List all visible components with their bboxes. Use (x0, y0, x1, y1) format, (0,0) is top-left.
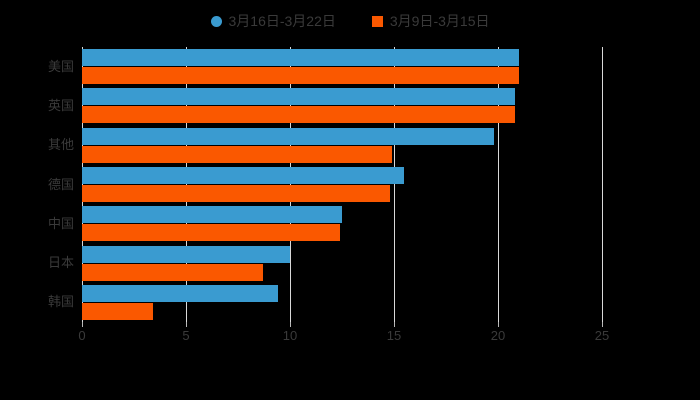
bar-series-1[interactable] (82, 185, 390, 202)
y-axis-label: 其他 (47, 137, 74, 153)
bar-series-0[interactable] (82, 167, 405, 184)
legend-marker-square-icon (371, 15, 383, 27)
bar-group (82, 284, 602, 320)
legend-entry-series-0[interactable]: 3月16日-3月22日 (210, 13, 336, 29)
chart-legend: 3月16日-3月22日 3月9日-3月15日 (0, 8, 700, 34)
x-tick-mark (186, 322, 187, 327)
bar-group (82, 245, 602, 281)
x-tick-label: 5 (182, 328, 190, 343)
x-tick-label: 25 (594, 328, 610, 343)
x-tick-mark (602, 322, 603, 327)
bar-series-0[interactable] (82, 206, 342, 224)
legend-label-series-1: 3月9日-3月15日 (389, 13, 490, 29)
y-axis-label: 美国 (47, 58, 74, 74)
x-tick-mark (498, 322, 499, 327)
x-tick-label: 0 (78, 328, 86, 343)
y-axis-label: 中国 (47, 215, 74, 231)
x-tick-mark (394, 322, 395, 327)
bar-group (82, 167, 602, 202)
x-tick-label: 10 (282, 328, 298, 343)
gridline-25 (602, 47, 603, 322)
bar-series-1[interactable] (82, 106, 515, 124)
x-tick-label: 20 (490, 328, 506, 343)
legend-label-series-0: 3月16日-3月22日 (228, 13, 336, 29)
x-tick-mark (82, 322, 83, 327)
x-tick-label: 15 (386, 328, 402, 343)
bar-series-0[interactable] (82, 127, 494, 145)
y-axis-label: 日本 (47, 255, 74, 271)
gridline-10 (290, 47, 291, 322)
gridline-0 (82, 47, 83, 322)
gridline-5 (186, 47, 187, 322)
y-axis-label: 英国 (47, 97, 74, 113)
bar-series-1[interactable] (82, 224, 340, 242)
bar-series-1[interactable] (82, 67, 519, 85)
bar-group (82, 49, 602, 85)
bar-series-container (82, 47, 602, 322)
bar-series-1[interactable] (82, 263, 263, 281)
bar-series-0[interactable] (82, 49, 519, 67)
x-tick-mark (290, 322, 291, 327)
bar-series-0[interactable] (82, 88, 515, 106)
bar-series-1[interactable] (82, 145, 392, 163)
plot-area (82, 47, 603, 322)
gridline-20 (498, 47, 499, 322)
gridline-15 (394, 47, 395, 322)
x-axis: 0 5 10 15 20 25 (78, 322, 609, 352)
bar-series-0[interactable] (82, 245, 290, 263)
legend-marker-circle-icon (210, 15, 222, 27)
bar-group (82, 127, 602, 163)
bar-group (82, 206, 602, 242)
bar-series-0[interactable] (82, 284, 278, 302)
y-axis-label: 韩国 (47, 294, 74, 310)
bar-series-1[interactable] (82, 302, 153, 320)
y-axis-category-labels: 美国英国其他德国中国日本韩国 (0, 47, 74, 322)
legend-entry-series-1[interactable]: 3月9日-3月15日 (371, 13, 490, 29)
bar-group (82, 88, 602, 124)
y-axis-label: 德国 (47, 176, 74, 192)
